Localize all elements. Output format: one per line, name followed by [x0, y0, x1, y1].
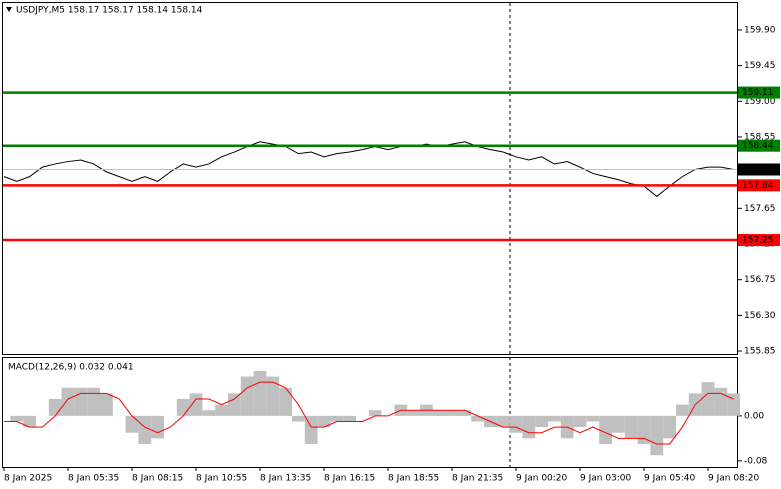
- macd-bar: [535, 415, 548, 428]
- x-tick-label: 8 Jan 08:15: [132, 474, 183, 484]
- macd-bar: [368, 410, 382, 416]
- y-tick-label: 0.00: [744, 411, 764, 421]
- macd-bar: [151, 415, 164, 439]
- y-tick-label: 156.75: [744, 275, 776, 285]
- x-tick-label: 8 Jan 2025: [4, 474, 52, 484]
- macd-bar: [304, 415, 318, 444]
- x-tick-label: 9 Jan 03:00: [580, 474, 632, 484]
- level-label-box: [738, 234, 780, 247]
- x-tick-label: 8 Jan 10:55: [196, 474, 247, 484]
- macd-bar: [548, 415, 561, 422]
- macd-bar: [701, 382, 715, 416]
- x-tick-label: 9 Jan 00:20: [516, 474, 568, 484]
- macd-bar: [522, 415, 536, 439]
- macd-bar: [74, 387, 88, 416]
- level-label-box: [738, 179, 780, 192]
- macd-bar: [215, 404, 228, 416]
- y-tick-label: -0.08: [744, 456, 768, 466]
- y-tick-label: 157.65: [744, 204, 776, 214]
- y-tick-label: 159.90: [744, 25, 776, 35]
- macd-bar: [727, 393, 740, 416]
- chart-title: USDJPY,M5 158.17 158.17 158.14 158.14: [16, 6, 203, 16]
- x-tick-label: 9 Jan 05:40: [644, 474, 696, 484]
- macd-bar: [714, 387, 728, 416]
- last-price-box: [738, 163, 780, 176]
- macd-bar: [343, 415, 356, 422]
- y-tick-label: 159.45: [744, 61, 776, 71]
- x-tick-label: 8 Jan 18:55: [388, 474, 439, 484]
- macd-bar: [292, 415, 305, 422]
- level-label-box: [738, 86, 780, 99]
- level-label: 158.44: [742, 141, 774, 151]
- macd-bar: [586, 415, 600, 422]
- last-price-label: 158.14: [742, 165, 774, 175]
- macd-bar: [330, 415, 344, 422]
- y-tick-label: 158.55: [744, 132, 776, 142]
- macd-bar: [253, 370, 267, 416]
- level-label: 157.25: [742, 236, 774, 246]
- main-panel-frame: [2, 2, 738, 355]
- macd-bar: [240, 376, 254, 416]
- x-tick-label: 8 Jan 21:35: [452, 474, 503, 484]
- macd-bar: [663, 415, 676, 439]
- macd-bar: [23, 415, 36, 428]
- x-tick-label: 8 Jan 05:35: [68, 474, 119, 484]
- y-tick-label: 156.30: [744, 311, 776, 321]
- macd-title: MACD(12,26,9) 0.032 0.041: [8, 363, 134, 373]
- macd-bar: [202, 410, 216, 416]
- macd-bar: [573, 415, 587, 428]
- macd-bar: [432, 410, 446, 416]
- macd-bar: [279, 387, 292, 416]
- macd-bar: [138, 415, 152, 444]
- signal-line: [4, 381, 734, 445]
- macd-bar: [176, 399, 190, 416]
- macd-bar: [87, 387, 100, 416]
- macd-bar: [676, 404, 689, 416]
- macd-bar: [266, 376, 280, 416]
- level-label: 157.94: [742, 181, 774, 191]
- macd-bar: [599, 415, 612, 444]
- x-tick-label: 9 Jan 08:20: [708, 474, 760, 484]
- macd-bar: [624, 415, 638, 439]
- macd-bar: [650, 415, 664, 456]
- level-label: 159.11: [742, 88, 774, 98]
- macd-bar: [48, 399, 62, 416]
- macd-bar: [407, 410, 420, 416]
- x-tick-label: 8 Jan 16:15: [324, 474, 375, 484]
- macd-bar: [496, 415, 510, 428]
- macd-bar: [100, 393, 113, 416]
- macd-bar: [612, 415, 625, 433]
- symbol-marker: [6, 7, 12, 12]
- x-tick-label: 8 Jan 13:35: [260, 474, 311, 484]
- macd-bar: [458, 410, 472, 416]
- macd-bar: [445, 410, 459, 416]
- price-line: [3, 141, 734, 198]
- macd-bar: [471, 415, 484, 422]
- macd-bar: [509, 415, 523, 433]
- y-tick-label: 155.85: [744, 347, 776, 357]
- macd-bar: [10, 415, 24, 422]
- macd-bar: [317, 415, 331, 428]
- y-tick-label: 159.00: [744, 97, 776, 107]
- macd-bar: [637, 415, 651, 444]
- level-label-box: [738, 139, 780, 152]
- macd-bar: [228, 393, 241, 416]
- macd-bar: [125, 415, 139, 433]
- macd-bar: [61, 387, 75, 416]
